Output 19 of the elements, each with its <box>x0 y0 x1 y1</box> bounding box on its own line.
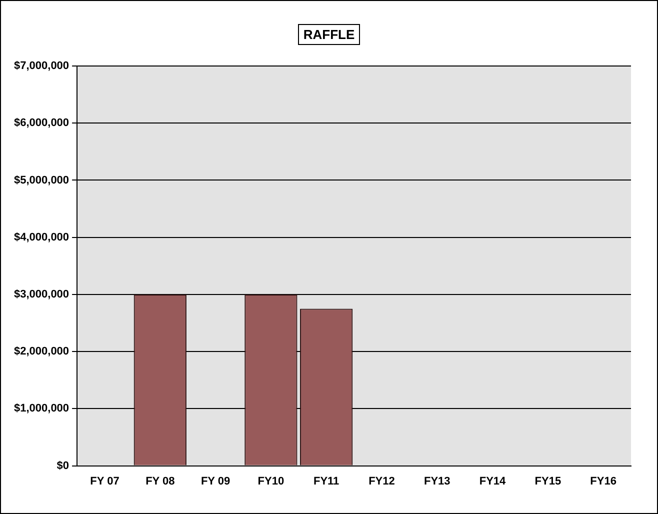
y-tick-label: $0 <box>56 460 70 472</box>
x-tick-label: FY11 <box>313 475 340 488</box>
x-tick-label: FY 09 <box>200 475 230 488</box>
x-tick-label: FY14 <box>479 475 507 488</box>
chart-title: RAFFLE <box>298 24 360 45</box>
y-tick-label: $7,000,000 <box>14 60 70 72</box>
y-tick-label: $3,000,000 <box>14 288 70 300</box>
y-tick-label: $5,000,000 <box>14 174 70 186</box>
y-tick-label: $4,000,000 <box>14 231 70 244</box>
y-tick-label: $1,000,000 <box>14 402 70 415</box>
x-tick-label: FY10 <box>258 475 284 488</box>
x-tick-label: FY13 <box>424 475 450 488</box>
x-tick-label: FY16 <box>590 475 616 488</box>
x-tick-label: FY 08 <box>146 475 175 488</box>
x-tick-label: FY12 <box>368 475 395 488</box>
x-tick-label: FY 07 <box>90 475 120 488</box>
x-tick-label: FY15 <box>534 475 562 488</box>
y-tick-label: $6,000,000 <box>14 117 70 130</box>
y-tick-label: $2,000,000 <box>14 346 70 358</box>
